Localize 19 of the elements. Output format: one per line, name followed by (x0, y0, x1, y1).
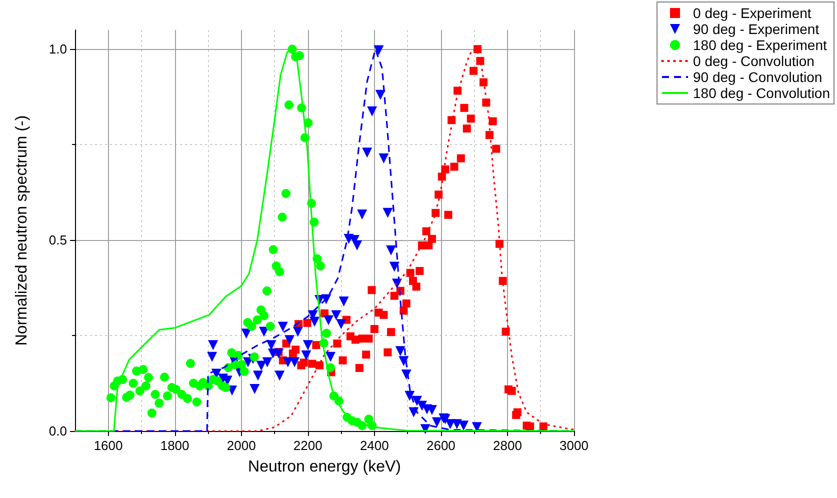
y-tick-label: 1.0 (48, 42, 67, 57)
x-tick-label: 2400 (360, 438, 389, 453)
legend-label: 180 deg - Experiment (693, 37, 827, 53)
x-tick-label: 1800 (160, 438, 190, 453)
y-axis-title: Normalized neutron spectrum (-) (14, 115, 30, 346)
y-tick-label: 0.5 (48, 232, 67, 248)
x-axis-title: Neutron energy (keV) (248, 458, 401, 476)
x-tick-label: 3000 (560, 438, 588, 453)
x-tick-label: 1600 (94, 438, 123, 453)
x-tick-label: 2600 (426, 438, 456, 453)
x-tick-label: 2000 (226, 438, 256, 453)
legend-label: 180 deg - Convolution (693, 85, 830, 101)
legend-label: 90 deg - Convolution (693, 69, 822, 85)
legend-label: 0 deg - Experiment (693, 5, 812, 21)
x-tick-label: 2800 (493, 438, 522, 453)
legend-label: 0 deg - Convolution (693, 53, 814, 69)
y-tick-label: 0.0 (48, 424, 67, 438)
legend-label: 90 deg - Experiment (693, 21, 820, 37)
x-tick-label: 2200 (293, 438, 322, 453)
